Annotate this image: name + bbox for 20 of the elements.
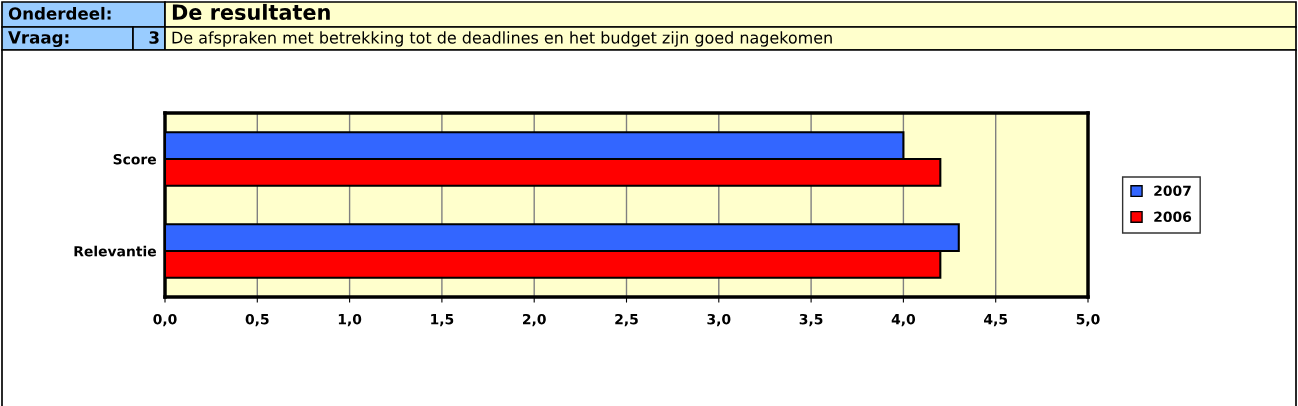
- x-tick-label: 4,5: [984, 314, 1008, 327]
- legend-label: 2006: [1154, 211, 1192, 222]
- x-tick-label: 0,0: [153, 313, 177, 327]
- x-tick-label: 2,0: [523, 313, 546, 327]
- x-tick-label: 4,0: [891, 313, 916, 327]
- legend-label: 2007: [1154, 185, 1191, 197]
- x-tick-label: 3,5: [799, 313, 823, 327]
- x-tick-label: 1,0: [338, 313, 362, 327]
- x-tick-label: 0,5: [245, 313, 269, 327]
- chart-title: De resultaten: [172, 3, 330, 21]
- x-tick-label: 2,5: [615, 313, 638, 327]
- x-tick-label: 5,0: [1076, 313, 1100, 327]
- chart-subtitle: De afspraken met betrekking tot de deadlines en het budget zijn goed nagekomen: [172, 31, 832, 47]
- x-tick-label: 1,5: [431, 314, 454, 327]
- y-tick-label: Score: [113, 153, 156, 165]
- x-tick-label: 3,0: [707, 313, 731, 327]
- y-tick-label: Relevantie: [74, 245, 156, 257]
- text: 3: [149, 31, 159, 44]
- text: Vraag:: [8, 31, 69, 48]
- text: Onderdeel:: [8, 6, 111, 20]
